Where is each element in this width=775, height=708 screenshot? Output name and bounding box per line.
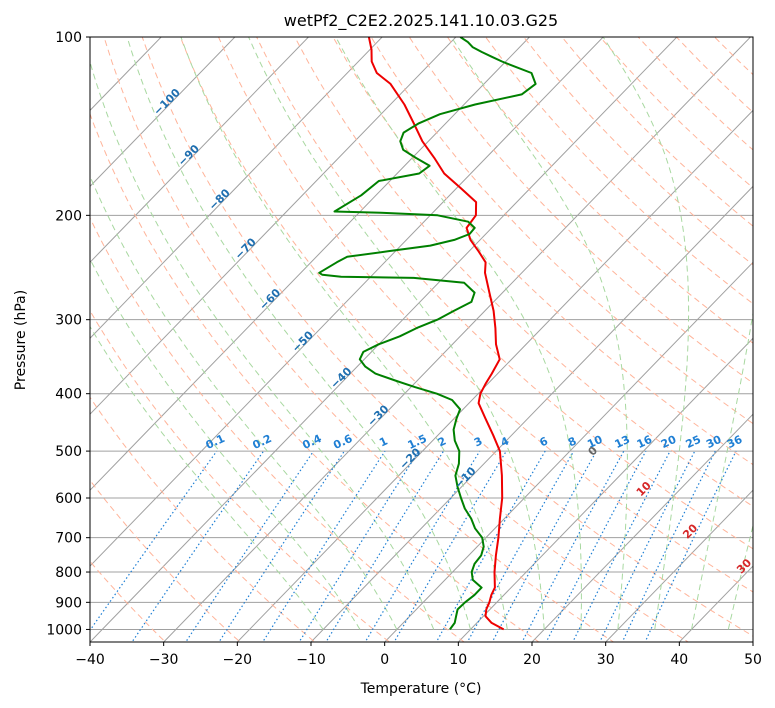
mixing-ratio-label: 16 (635, 433, 655, 451)
dry-adiabat-line (141, 37, 690, 642)
moist-adiabat-line (248, 37, 545, 630)
moist-adiabat-label: 30 (734, 556, 754, 576)
x-tick-label: −30 (149, 652, 179, 668)
dry-adiabat-line (218, 37, 753, 593)
mixing-ratio-line (185, 450, 314, 642)
mixing-ratio-line (131, 450, 265, 642)
mixing-ratio-label: 13 (613, 433, 632, 451)
mixing-ratio-line (90, 450, 218, 632)
mixing-ratio-label: 36 (725, 433, 745, 451)
x-tick-label: 50 (744, 652, 762, 668)
mixing-ratio-label: 10 (585, 433, 605, 451)
isotherm-line (384, 261, 753, 642)
mixing-ratio-line (466, 450, 575, 642)
dry-adiabat-line (90, 216, 465, 642)
isotherm-line (531, 413, 753, 642)
moist-adiabat-line (450, 37, 628, 630)
moist-adiabat-line (90, 174, 398, 630)
dry-adiabat-line (103, 37, 615, 642)
mixing-ratio-label: 30 (704, 433, 724, 451)
isotherm-line (90, 37, 604, 567)
isotherm-line (90, 37, 310, 264)
mixing-ratio-label: 20 (659, 433, 679, 451)
dry-adiabat-line (294, 37, 753, 507)
y-tick-label: 900 (55, 595, 82, 611)
isotherm-line (605, 489, 753, 642)
dry-adiabat-line (90, 479, 241, 642)
y-tick-label: 600 (55, 491, 82, 507)
isotherm-line (90, 37, 678, 642)
y-tick-label: 400 (55, 387, 82, 403)
mixing-ratio-label: 25 (684, 433, 703, 451)
isotherm-line (163, 37, 752, 642)
mixing-ratio-line (262, 450, 386, 642)
mixing-ratio-line (393, 450, 507, 642)
y-tick-label: 800 (55, 565, 82, 581)
isotherm-line (90, 37, 383, 339)
mixing-ratio-line (521, 450, 625, 642)
mixing-ratio-line (491, 450, 597, 642)
moist-adiabat-line (691, 310, 753, 630)
isotherm-line (90, 37, 236, 188)
y-tick-label: 200 (55, 208, 82, 224)
x-tick-label: 10 (449, 652, 467, 668)
x-tick-label: −10 (296, 652, 326, 668)
isotherm-line (457, 337, 753, 642)
moist-adiabat-line (90, 325, 324, 630)
axes-layer: −40 −30 −20 −10 0 10 20 30 40 50 100 200 300 400 500 60… (46, 30, 762, 668)
y-tick-label: 300 (55, 313, 82, 329)
x-tick-label: −40 (75, 652, 105, 668)
chart-title: wetPf2_C2E2.2025.141.10.03.G25 (284, 11, 558, 31)
moist-adiabat-line (180, 37, 508, 630)
y-axis-label: Pressure (hPa) (13, 290, 29, 390)
dry-adiabat-line (179, 37, 753, 637)
x-tick-label: 0 (380, 652, 389, 668)
y-tick-label: 100 (55, 30, 82, 46)
dewpoint-profile-line (318, 37, 537, 630)
temperature-profile-line (367, 37, 505, 631)
mixing-ratio-line (218, 450, 345, 642)
mixing-ratio-line (621, 450, 716, 642)
y-tick-label: 700 (55, 531, 82, 547)
plot-layer (90, 37, 753, 642)
isotherm-line (236, 109, 753, 642)
isotherm-line (90, 37, 457, 415)
x-tick-label: 20 (523, 652, 541, 668)
dry-adiabat-line (485, 37, 753, 305)
x-tick-label: 30 (597, 652, 615, 668)
y-tick-label: 1000 (46, 622, 82, 638)
dry-adiabat-line (332, 37, 753, 466)
plot-area (90, 37, 753, 642)
mixing-ratio-line (325, 450, 445, 642)
moist-adiabat-line (126, 37, 471, 630)
x-tick-label: 40 (670, 652, 688, 668)
dry-adiabat-line (256, 37, 753, 550)
isotherm-line (310, 185, 753, 642)
plot-frame (89, 36, 754, 643)
moist-adiabat-line (602, 37, 690, 630)
moist-adiabat-line (335, 37, 582, 630)
moist-adiabat-line (727, 523, 753, 630)
y-tick-label: 500 (55, 444, 82, 460)
moist-adiabat-line (90, 258, 361, 630)
x-axis-label: Temperature (°C) (360, 681, 482, 697)
mixing-ratio-line (364, 450, 481, 642)
dry-adiabat-line (90, 396, 316, 642)
mixing-ratio-line (298, 450, 420, 642)
isotherm-line (90, 37, 531, 491)
mixing-ratio-line (644, 450, 737, 642)
mixing-ratio-line (435, 450, 546, 642)
moist-adiabat-line (90, 60, 435, 630)
x-tick-label: −20 (223, 652, 253, 668)
